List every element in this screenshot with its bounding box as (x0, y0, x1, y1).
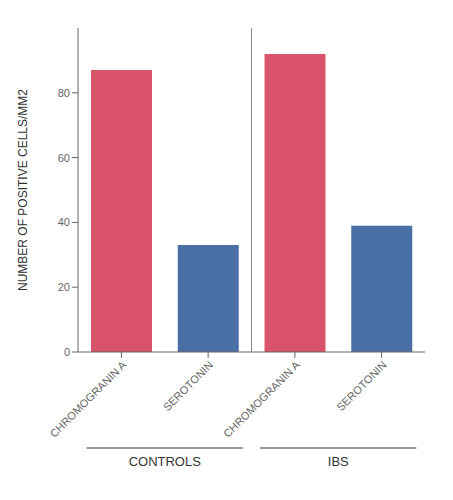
svg-text:SEROTONIN: SEROTONIN (334, 359, 389, 414)
svg-text:40: 40 (58, 216, 70, 228)
svg-text:SEROTONIN: SEROTONIN (161, 359, 216, 414)
svg-text:0: 0 (64, 346, 70, 358)
svg-text:20: 20 (58, 281, 70, 293)
svg-text:NUMBER OF POSITIVE CELLS/MM2: NUMBER OF POSITIVE CELLS/MM2 (16, 89, 30, 291)
svg-text:IBS: IBS (328, 454, 349, 469)
svg-text:CHROMOGRANIN A: CHROMOGRANIN A (47, 358, 129, 440)
svg-text:80: 80 (58, 87, 70, 99)
svg-text:60: 60 (58, 152, 70, 164)
svg-text:CHROMOGRANIN A: CHROMOGRANIN A (221, 358, 303, 440)
svg-text:CONTROLS: CONTROLS (129, 454, 202, 469)
